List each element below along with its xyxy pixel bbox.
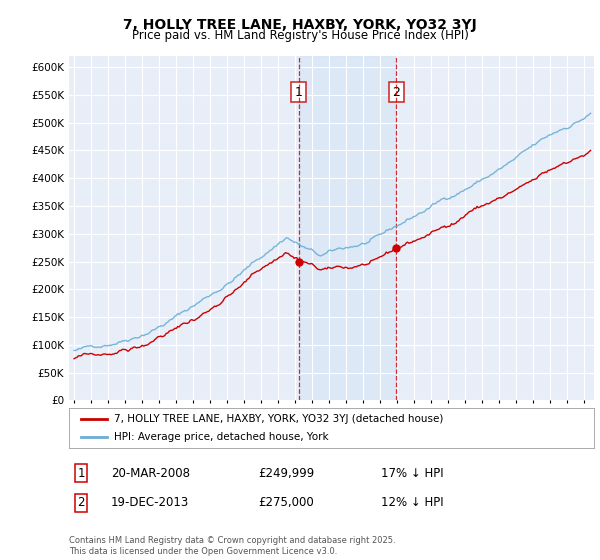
Text: 2: 2	[392, 86, 400, 99]
Text: 20-MAR-2008: 20-MAR-2008	[111, 466, 190, 480]
Text: 19-DEC-2013: 19-DEC-2013	[111, 496, 189, 510]
Text: HPI: Average price, detached house, York: HPI: Average price, detached house, York	[113, 432, 328, 442]
Bar	[299, 56, 397, 400]
Text: Price paid vs. HM Land Registry's House Price Index (HPI): Price paid vs. HM Land Registry's House …	[131, 29, 469, 42]
Text: Contains HM Land Registry data © Crown copyright and database right 2025.
This d: Contains HM Land Registry data © Crown c…	[69, 536, 395, 556]
Text: 2: 2	[77, 496, 85, 510]
Text: 7, HOLLY TREE LANE, HAXBY, YORK, YO32 3YJ (detached house): 7, HOLLY TREE LANE, HAXBY, YORK, YO32 3Y…	[113, 414, 443, 423]
Text: 1: 1	[295, 86, 302, 99]
Text: £249,999: £249,999	[258, 466, 314, 480]
Text: 7, HOLLY TREE LANE, HAXBY, YORK, YO32 3YJ: 7, HOLLY TREE LANE, HAXBY, YORK, YO32 3Y…	[123, 18, 477, 32]
Text: £275,000: £275,000	[258, 496, 314, 510]
Text: 1: 1	[77, 466, 85, 480]
Text: 17% ↓ HPI: 17% ↓ HPI	[381, 466, 443, 480]
Text: 12% ↓ HPI: 12% ↓ HPI	[381, 496, 443, 510]
